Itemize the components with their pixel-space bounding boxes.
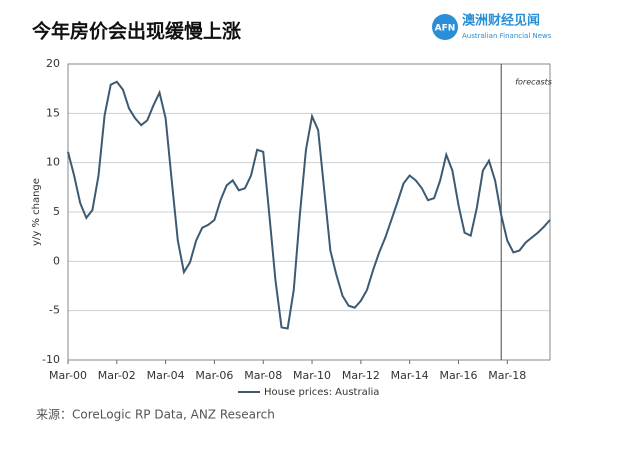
y-tick-label: 5	[53, 205, 60, 218]
x-tick-label: Mar-06	[195, 369, 233, 382]
x-tick-label: Mar-14	[391, 369, 429, 382]
annotation: forecasts	[515, 78, 552, 87]
source: 来源：CoreLogic RP Data, ANZ Research	[36, 408, 275, 422]
x-tick-label: Mar-08	[244, 369, 282, 382]
legend-label: House prices: Australia	[264, 387, 379, 398]
x-tick-label: Mar-16	[439, 369, 477, 382]
y-tick-label: 20	[46, 57, 60, 70]
plot-frame	[67, 63, 551, 361]
x-tick-label: Mar-02	[98, 369, 136, 382]
chart-title: 今年房价会出现缓慢上涨	[31, 20, 241, 43]
x-tick-label: Mar-12	[342, 369, 380, 382]
y-tick-label: 10	[46, 156, 60, 169]
x-tick-label: Mar-10	[293, 369, 331, 382]
y-tick-label: -10	[42, 353, 60, 366]
x-tick-label: Mar-04	[147, 369, 185, 382]
y-tick-label: -5	[49, 304, 60, 317]
logo-text: AFN	[435, 24, 456, 34]
x-tick-label: Mar-18	[488, 369, 526, 382]
data-line	[67, 80, 551, 330]
y-axis-label: y/y % change	[31, 178, 42, 246]
logo-circle	[432, 14, 458, 40]
y-tick-label: 0	[53, 254, 60, 267]
x-tick-label: Mar-00	[49, 369, 87, 382]
brand: 澳洲财经见闻	[462, 13, 540, 29]
brand-en: Australian Financial News	[462, 32, 552, 40]
y-tick-label: 15	[46, 106, 60, 119]
